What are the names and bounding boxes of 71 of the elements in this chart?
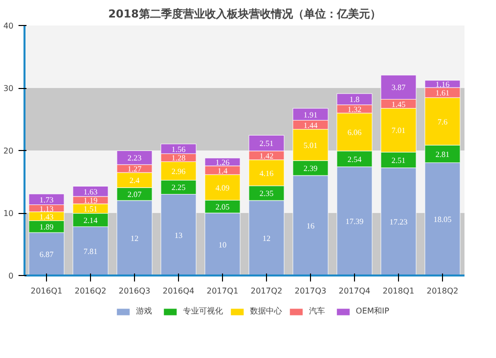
legend-label: 数据中心 <box>250 306 282 316</box>
data-label: 1.19 <box>84 196 98 206</box>
data-label: 1.45 <box>392 100 406 109</box>
data-label: 1.91 <box>304 110 318 120</box>
data-label: 2.39 <box>304 164 318 174</box>
data-label: 1.43 <box>40 212 54 222</box>
data-label: 6.06 <box>348 128 362 137</box>
data-label: 2.25 <box>172 183 186 192</box>
data-label: 1.32 <box>348 104 362 114</box>
data-label: 17.23 <box>390 218 408 227</box>
data-label: 2.4 <box>130 176 140 186</box>
data-label: 1.73 <box>40 195 54 204</box>
data-label: 1.26 <box>216 158 230 167</box>
data-label: 2.51 <box>260 139 274 148</box>
data-label: 1.89 <box>40 222 54 232</box>
data-label: 7.81 <box>84 247 98 256</box>
data-label: 1.51 <box>84 204 98 214</box>
data-label: 13 <box>174 230 182 240</box>
data-label: 2.81 <box>436 150 450 159</box>
legend-label: 汽车 <box>308 306 326 316</box>
data-label: 1.8 <box>350 95 360 104</box>
x-tick-label: 2017Q2 <box>250 286 282 296</box>
legend-label: 专业可视化 <box>182 306 223 316</box>
y-tick-label: 20 <box>3 146 14 156</box>
data-label: 1.27 <box>128 164 142 174</box>
x-tick-label: 2018Q2 <box>426 286 458 296</box>
data-label: 4.16 <box>260 168 274 178</box>
y-tick-label: 30 <box>3 84 14 93</box>
data-label: 2.51 <box>392 156 406 165</box>
chart-title: 2018第二季度营业收入板块营收情况（单位：亿美元） <box>108 8 381 20</box>
x-tick-label: 2017Q4 <box>338 286 370 296</box>
data-label: 2.54 <box>348 154 362 164</box>
data-label: 1.44 <box>304 120 318 130</box>
x-tick-label: 2016Q1 <box>30 286 62 296</box>
data-label: 2.96 <box>172 166 186 176</box>
x-tick-label: 2017Q3 <box>294 286 326 296</box>
data-label: 6.87 <box>40 250 54 260</box>
data-label: 2.14 <box>84 216 98 225</box>
x-tick-label: 2016Q4 <box>162 286 194 296</box>
legend-label: OEM和IP <box>356 306 390 316</box>
data-label: 17.39 <box>346 217 364 226</box>
data-label: 3.87 <box>392 83 406 92</box>
data-label: 1.13 <box>40 204 54 214</box>
data-label: 2.35 <box>260 189 274 198</box>
data-label: 18.05 <box>434 215 452 224</box>
data-label: 10 <box>218 240 226 250</box>
x-tick-label: 2017Q1 <box>206 286 238 296</box>
x-tick-label: 2016Q2 <box>74 286 106 296</box>
x-tick-label: 2018Q1 <box>382 286 414 296</box>
data-label: 1.42 <box>260 151 274 160</box>
data-label: 7.01 <box>392 126 406 136</box>
y-tick-label: 0 <box>8 272 14 280</box>
data-label: 1.63 <box>84 187 98 196</box>
data-label: 5.01 <box>304 140 318 150</box>
data-label: 2.05 <box>216 202 230 212</box>
y-tick-label: 10 <box>3 209 14 218</box>
x-tick-label: 2016Q3 <box>118 286 150 296</box>
data-label: 16 <box>306 222 314 230</box>
data-label: 1.28 <box>172 154 186 163</box>
data-label: 2.23 <box>128 154 142 163</box>
legend-label: 游戏 <box>136 306 153 316</box>
data-label: 2.07 <box>128 190 142 200</box>
data-label: 1.16 <box>436 80 450 89</box>
data-label: 1.61 <box>436 88 450 98</box>
data-label: 7.6 <box>438 117 448 126</box>
data-label: 4.09 <box>216 183 230 192</box>
data-label: 12 <box>130 234 138 243</box>
data-label: 1.56 <box>172 144 186 154</box>
data-label: 12 <box>262 234 270 243</box>
data-label: 1.4 <box>218 166 228 176</box>
y-tick-label: 40 <box>3 22 14 30</box>
